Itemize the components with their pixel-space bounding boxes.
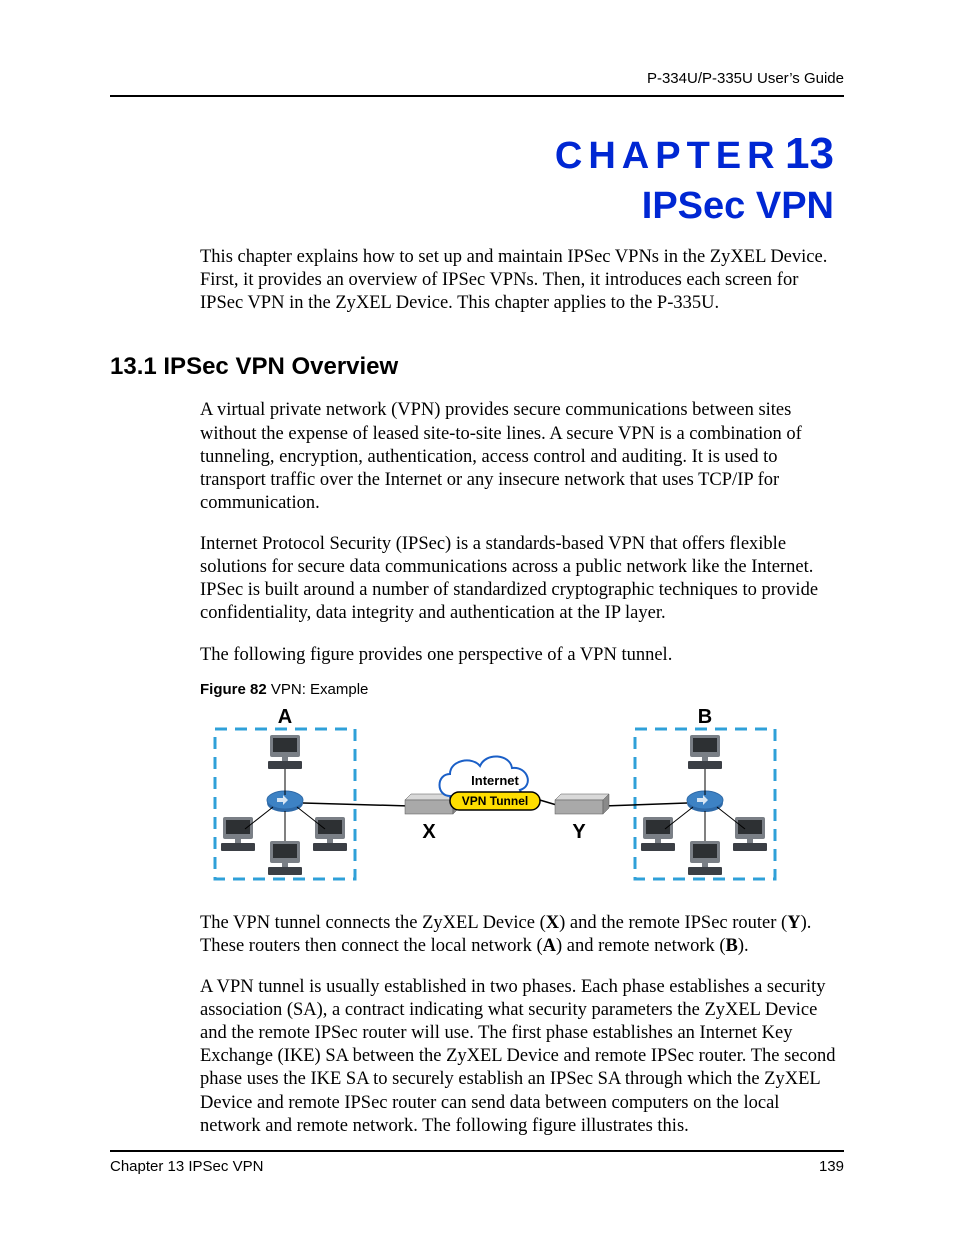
- section-heading: 13.1 IPSec VPN Overview: [110, 353, 844, 381]
- vpn-diagram-svg: Internet VPN Tunnel A B X Y: [200, 704, 790, 894]
- svg-text:B: B: [698, 706, 712, 728]
- figure-vpn-example: Internet VPN Tunnel A B X Y: [200, 704, 790, 894]
- bold-X: X: [546, 913, 559, 933]
- text-frag: ).: [738, 936, 749, 956]
- chapter-number: 13: [785, 129, 834, 178]
- bold-A: A: [543, 936, 556, 956]
- chapter-subtitle: IPSec VPN: [110, 185, 834, 228]
- header-rule: [110, 95, 844, 97]
- footer-page-number: 139: [819, 1158, 844, 1175]
- figure-caption: Figure 82 VPN: Example: [200, 681, 844, 698]
- bold-Y: Y: [787, 913, 800, 933]
- chapter-line1: CHAPTER 13: [110, 129, 834, 179]
- text-frag: ) and the remote IPSec router (: [559, 913, 787, 933]
- running-head: P-334U/P-335U User’s Guide: [110, 70, 844, 87]
- section-number: 13.1: [110, 353, 157, 380]
- svg-text:VPN Tunnel: VPN Tunnel: [462, 794, 528, 808]
- page: P-334U/P-335U User’s Guide CHAPTER 13 IP…: [0, 0, 954, 1235]
- section-title: IPSec VPN Overview: [163, 353, 398, 380]
- intro-paragraph: This chapter explains how to set up and …: [200, 246, 844, 315]
- footer-row: Chapter 13 IPSec VPN 139: [110, 1158, 844, 1175]
- body: This chapter explains how to set up and …: [200, 246, 844, 315]
- bold-B: B: [726, 936, 738, 956]
- svg-text:X: X: [422, 821, 436, 843]
- para-after-fig-1: The VPN tunnel connects the ZyXEL Device…: [200, 912, 844, 958]
- para-fig-intro: The following figure provides one perspe…: [200, 644, 844, 667]
- para-after-fig-2: A VPN tunnel is usually established in t…: [200, 976, 844, 1138]
- svg-text:A: A: [278, 706, 292, 728]
- text-frag: ) and remote network (: [556, 936, 726, 956]
- text-frag: The VPN tunnel connects the ZyXEL Device…: [200, 913, 546, 933]
- section-body: A virtual private network (VPN) provides…: [200, 399, 844, 1137]
- svg-text:Internet: Internet: [471, 773, 519, 788]
- figure-caption-text: VPN: Example: [271, 681, 369, 698]
- chapter-title-block: CHAPTER 13 IPSec VPN: [110, 129, 834, 228]
- footer: Chapter 13 IPSec VPN 139: [110, 1150, 844, 1175]
- svg-text:Y: Y: [572, 821, 586, 843]
- footer-rule: [110, 1150, 844, 1152]
- chapter-kicker: CHAPTER: [555, 135, 781, 177]
- para-ipsec-def: Internet Protocol Security (IPSec) is a …: [200, 533, 844, 626]
- figure-label: Figure 82: [200, 681, 267, 698]
- footer-left: Chapter 13 IPSec VPN: [110, 1158, 263, 1175]
- para-vpn-def: A virtual private network (VPN) provides…: [200, 399, 844, 515]
